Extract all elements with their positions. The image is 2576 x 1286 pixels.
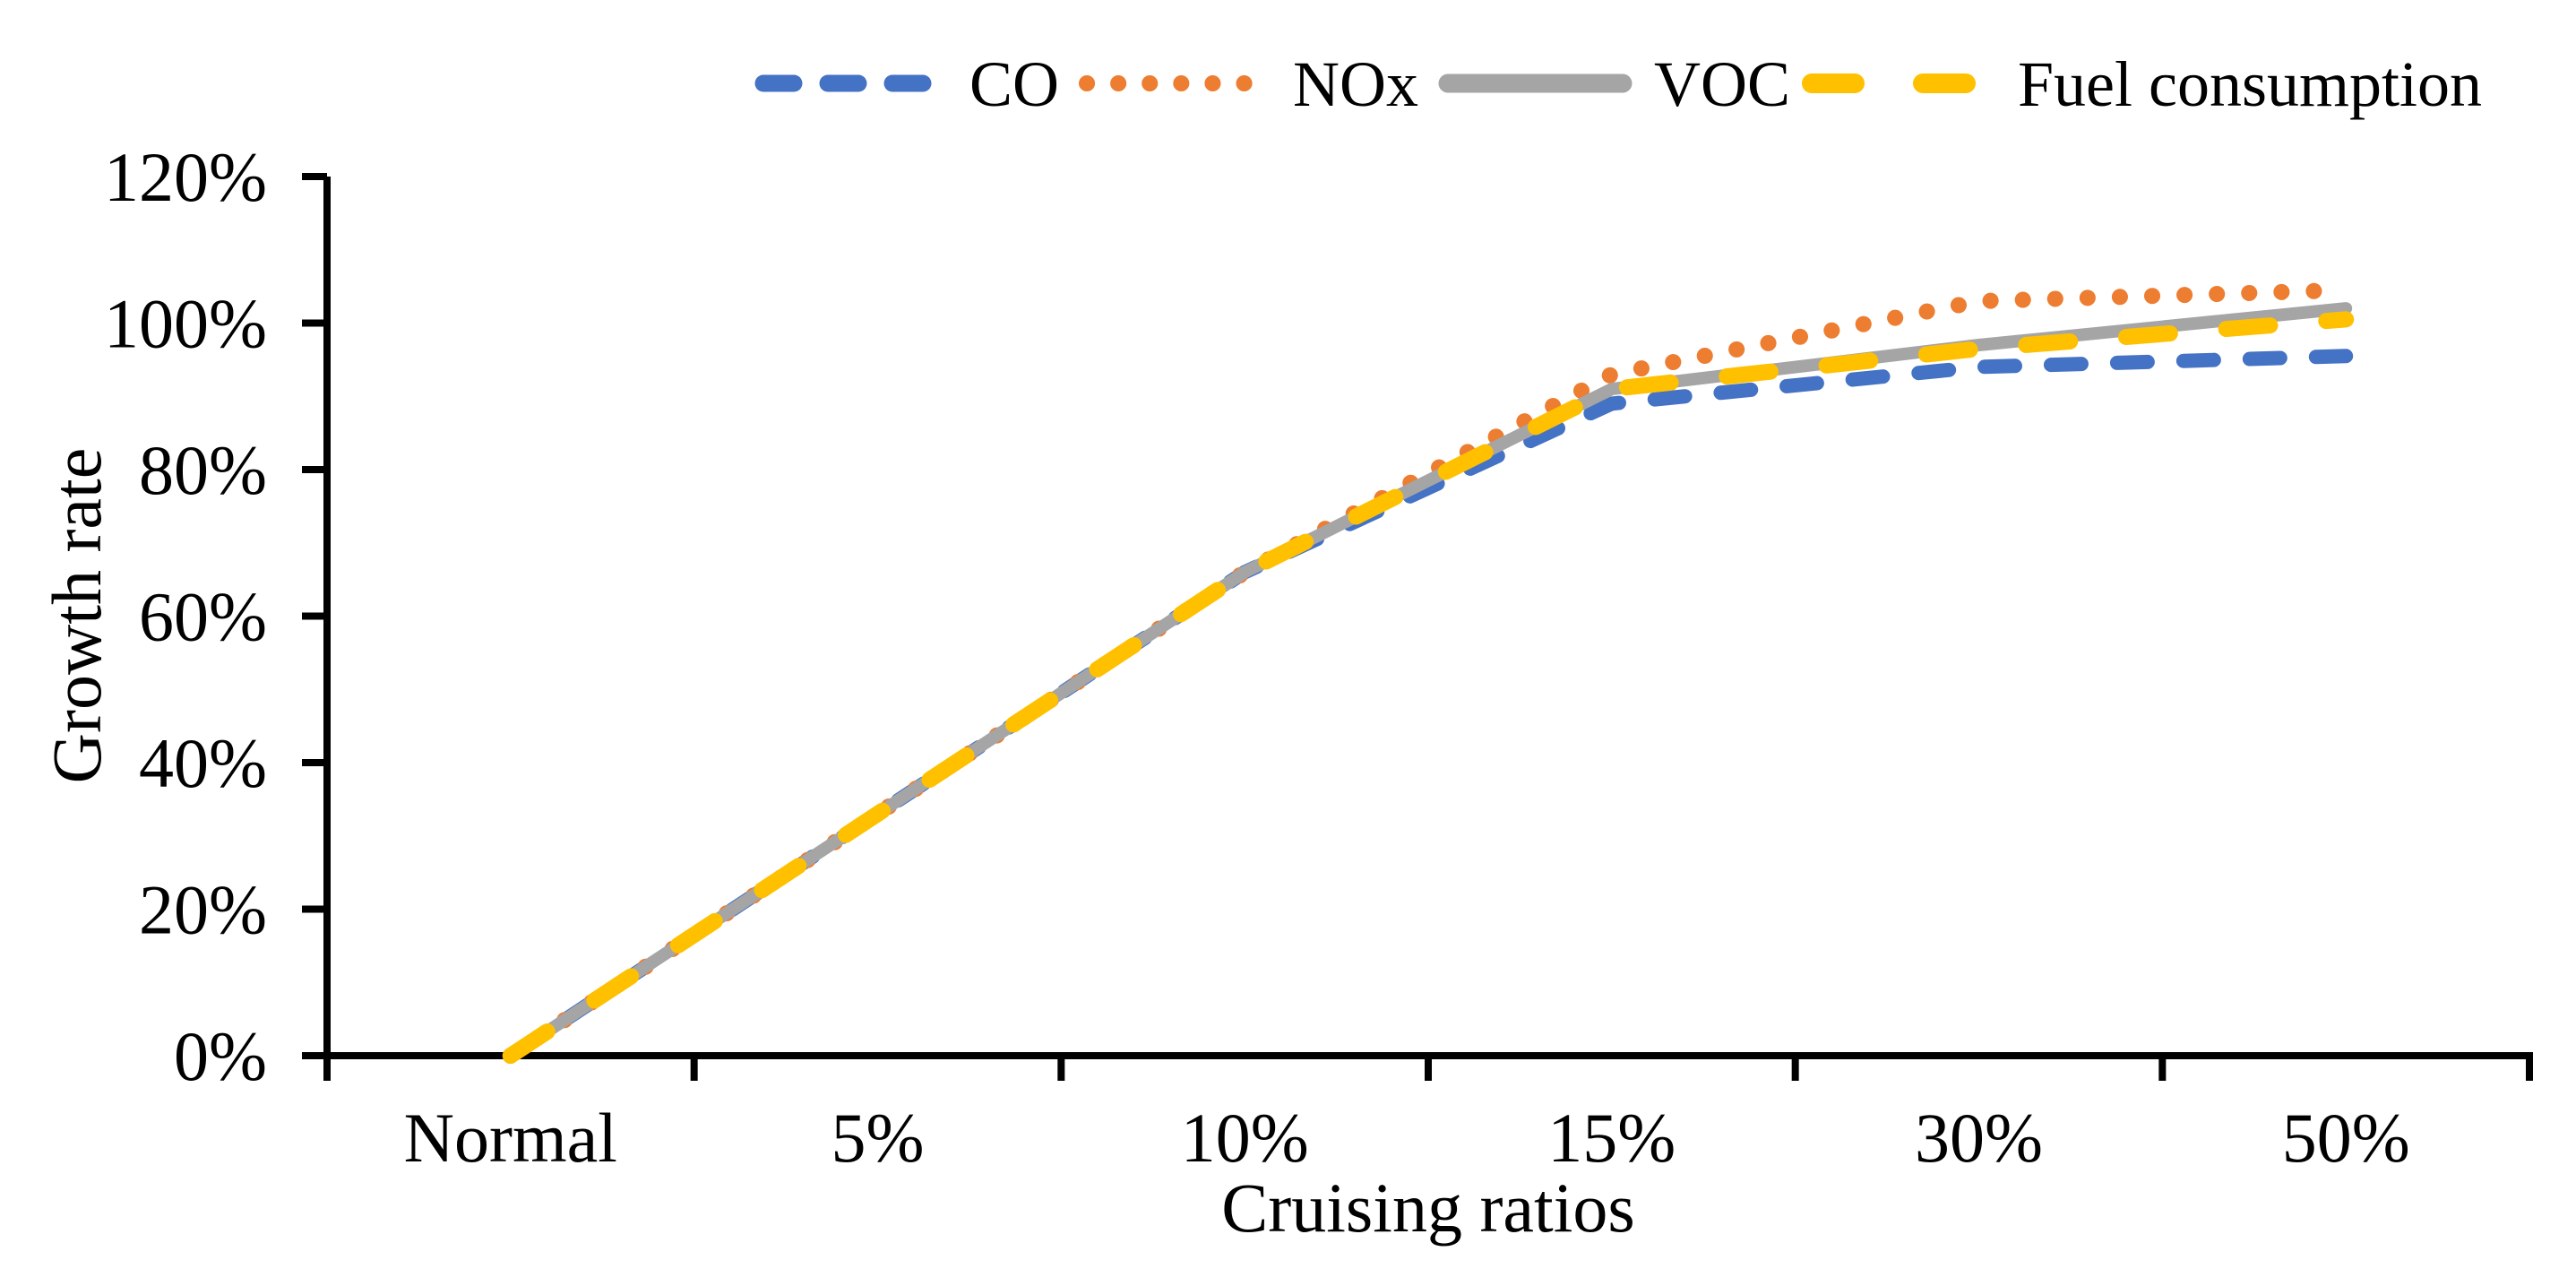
x-tick-label: 5% [831, 1099, 925, 1177]
y-tick-label: 60% [139, 578, 267, 656]
y-tick-label: 20% [139, 871, 267, 949]
series-line-co [503, 349, 2354, 1063]
series-line-fuel-consumption [502, 311, 2355, 1064]
axes: 0% 20% 40% 60% 80% 100% 120% Normal 5% 10% 15% 30% 5… [104, 138, 2533, 1177]
legend-label-voc: VOC [1654, 48, 1790, 120]
series-line-nox [502, 281, 2355, 1064]
legend-label-co: CO [969, 48, 1059, 120]
legend-label-fuel-consumption: Fuel consumption [2018, 48, 2482, 120]
legend-item-voc: VOC [1438, 48, 1790, 120]
x-tick-label: 15% [1547, 1099, 1676, 1177]
x-axis-title: Cruising ratios [1221, 1169, 1635, 1247]
y-tick-label: 0% [174, 1017, 267, 1095]
legend: CO NOx VOC Fuel consumption [754, 48, 2482, 120]
x-tick-label: 10% [1181, 1099, 1309, 1177]
legend-item-co: CO [754, 48, 1059, 120]
y-tick-label: 100% [104, 285, 267, 363]
y-tick-label: 80% [139, 431, 267, 509]
y-tick-label: 40% [139, 724, 267, 802]
legend-item-fuel-consumption: Fuel consumption [1802, 48, 2482, 120]
series-line-voc [504, 302, 2353, 1062]
axis-titles: Cruising ratios Growth rate [38, 448, 1635, 1247]
x-tick-label: Normal [404, 1099, 617, 1177]
y-axis-title: Growth rate [38, 448, 116, 784]
y-tick-label: 120% [104, 138, 267, 216]
x-tick-label: 50% [2282, 1099, 2410, 1177]
x-tick-label: 30% [1915, 1099, 2043, 1177]
legend-item-nox: NOx [1079, 48, 1418, 120]
series-lines [502, 281, 2355, 1064]
legend-label-nox: NOx [1293, 48, 1418, 120]
